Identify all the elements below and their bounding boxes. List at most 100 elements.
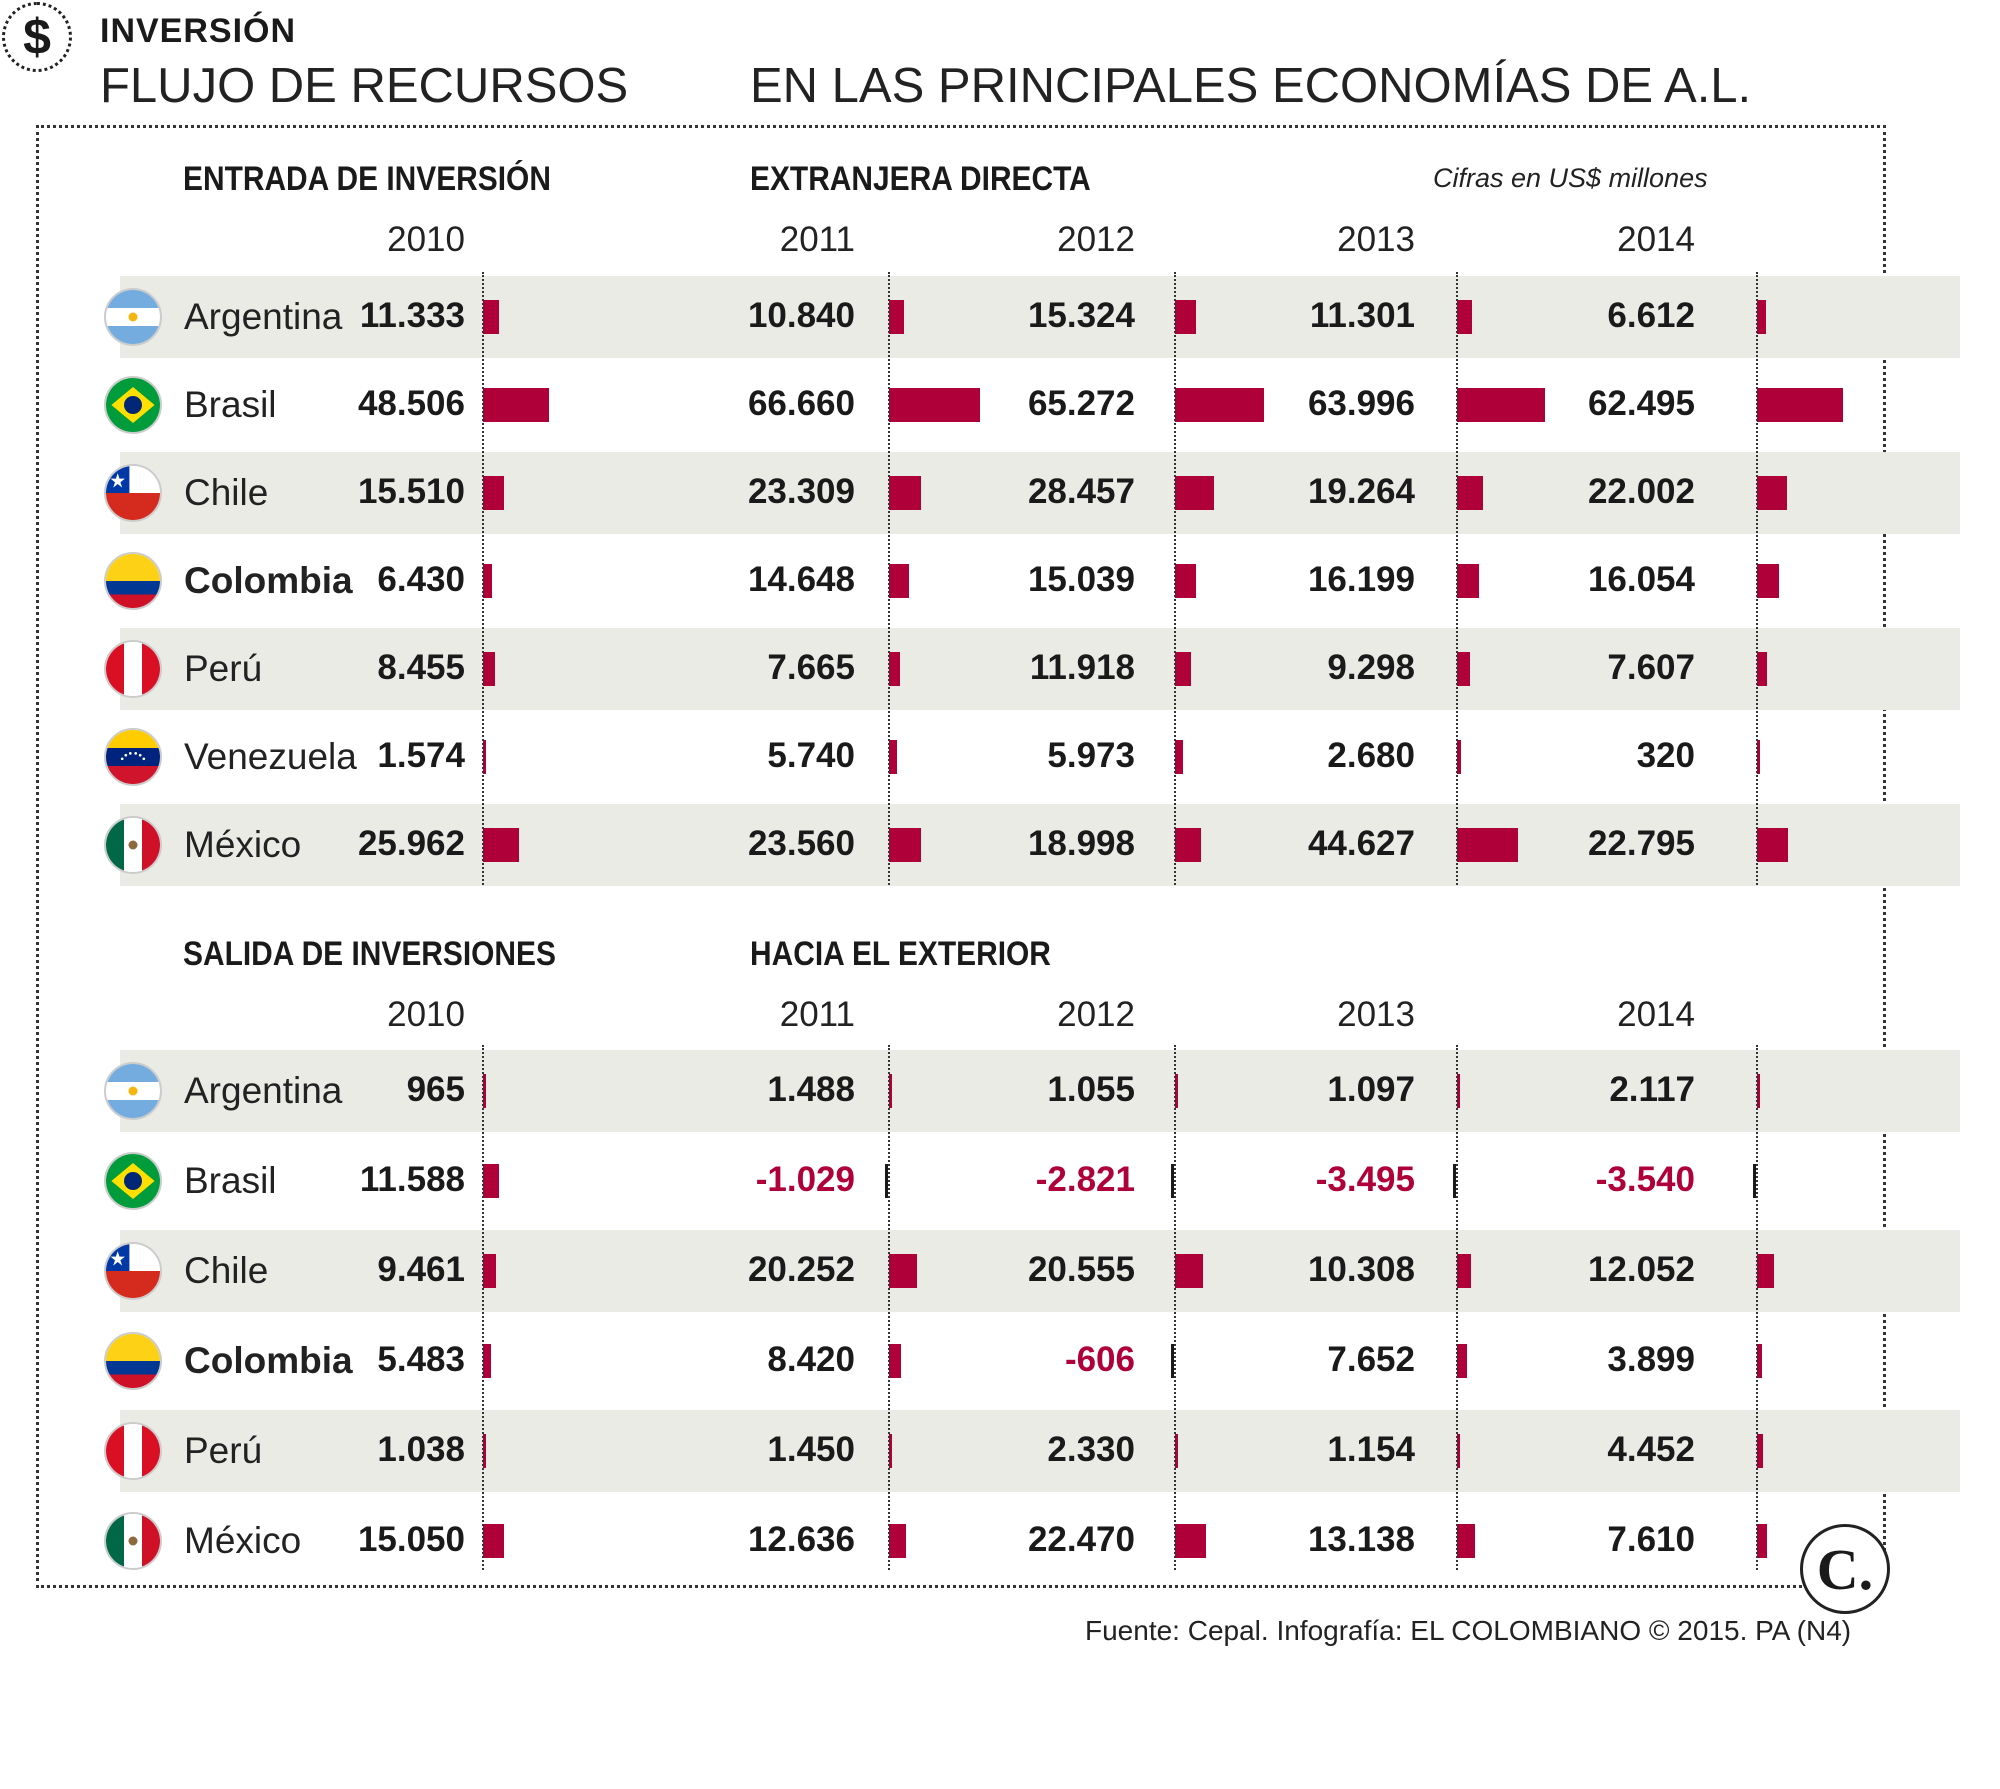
value-label: -1.029 — [755, 1160, 855, 1199]
bar — [1757, 828, 1789, 862]
colombia-flag — [104, 1332, 162, 1390]
mexico-flag — [104, 816, 162, 874]
bar — [1757, 300, 1767, 334]
bar — [1457, 828, 1519, 862]
bar — [889, 740, 897, 774]
axis-line — [888, 272, 890, 885]
bar — [889, 1344, 901, 1378]
country-label: México — [184, 1520, 302, 1561]
year-label: 2013 — [1337, 220, 1415, 259]
year-label: 2010 — [387, 995, 465, 1034]
bar — [1175, 1434, 1179, 1468]
value-label: 3.899 — [1607, 1340, 1695, 1379]
year-label: 2014 — [1617, 995, 1695, 1034]
value-label: 48.506 — [357, 384, 465, 423]
value-label: 2.330 — [1047, 1430, 1135, 1469]
axis-line — [1756, 272, 1758, 885]
mexico-flag — [104, 1512, 162, 1570]
bar — [1757, 476, 1788, 510]
bar — [889, 1524, 907, 1558]
value-label: 13.138 — [1307, 1520, 1415, 1559]
bar — [1457, 300, 1473, 334]
table-row: Argentina 11.333 10.840 15.324 11.301 6.612 — [104, 276, 1960, 358]
bar — [1175, 388, 1265, 422]
chile-flag — [104, 1242, 162, 1300]
axis-line — [1174, 1045, 1176, 1570]
value-label: 1.450 — [767, 1430, 855, 1469]
country-label: Colombia — [184, 560, 353, 601]
value-label: 1.097 — [1327, 1070, 1415, 1109]
bar — [1175, 1254, 1204, 1288]
value-label: -3.540 — [1595, 1160, 1695, 1199]
bar — [1175, 1074, 1178, 1108]
value-label: 7.607 — [1607, 648, 1695, 687]
bar — [1457, 1524, 1475, 1558]
value-label: 11.333 — [359, 296, 465, 335]
panel-title-right: EXTRANJERA DIRECTA — [750, 160, 1091, 198]
bar — [1753, 1164, 1756, 1198]
bar — [1457, 1254, 1472, 1288]
value-label: 965 — [406, 1070, 465, 1109]
peru-flag — [104, 640, 162, 698]
year-label: 2014 — [1617, 220, 1695, 259]
venezuela-flag — [104, 728, 162, 786]
value-label: 2.117 — [1609, 1070, 1695, 1109]
bar — [1171, 1164, 1174, 1198]
table-row: Colombia 6.430 14.648 15.039 16.199 16.054 — [104, 540, 1960, 622]
bar — [1175, 1524, 1206, 1558]
units-note: Cifras en US$ millones — [1433, 163, 1708, 193]
chile-flag — [104, 464, 162, 522]
bar — [889, 476, 921, 510]
value-label: 20.555 — [1027, 1250, 1135, 1289]
value-label: 7.610 — [1607, 1520, 1695, 1559]
value-label: 1.574 — [377, 736, 465, 775]
value-label: 2.680 — [1327, 736, 1415, 775]
country-label: México — [184, 824, 302, 865]
bar — [483, 388, 550, 422]
argentina-flag — [104, 1062, 162, 1120]
bar — [1757, 564, 1779, 598]
value-label: 7.665 — [767, 648, 855, 687]
table-row: Brasil 11.588 -1.029 -2.821 -3.495 -3.540 — [104, 1140, 1960, 1222]
bar — [1457, 388, 1545, 422]
value-label: 62.495 — [1587, 384, 1695, 423]
table-row: Perú 1.038 1.450 2.330 1.154 4.452 — [104, 1410, 1960, 1492]
country-label: Brasil — [184, 384, 277, 425]
value-label: 11.301 — [1309, 296, 1415, 335]
value-label: 22.002 — [1587, 472, 1695, 511]
value-label: 7.652 — [1327, 1340, 1415, 1379]
bar — [1457, 1074, 1460, 1108]
value-label: 6.612 — [1607, 296, 1695, 335]
value-label: 6.430 — [377, 560, 465, 599]
table-row: Argentina 965 1.488 1.055 1.097 2.117 — [104, 1050, 1960, 1132]
country-label: Chile — [184, 1250, 269, 1291]
bar — [1457, 740, 1461, 774]
table-row: México 15.050 12.636 22.470 13.138 7.610 — [104, 1500, 1960, 1582]
table-row: Chile 9.461 20.252 20.555 10.308 12.052 — [104, 1230, 1960, 1312]
bar — [885, 1164, 888, 1198]
value-label: 16.199 — [1307, 560, 1415, 599]
axis-line — [1456, 272, 1458, 885]
value-label: 66.660 — [747, 384, 855, 423]
year-label: 2010 — [387, 220, 465, 259]
dollar-icon: $ — [2, 2, 72, 72]
value-label: 63.996 — [1307, 384, 1415, 423]
year-label: 2011 — [779, 220, 855, 259]
bar — [889, 564, 910, 598]
bar — [483, 740, 486, 774]
bar — [1757, 652, 1768, 686]
value-label: 15.039 — [1027, 560, 1135, 599]
table-row: Venezuela 1.574 5.740 5.973 2.680 320 — [104, 716, 1960, 798]
value-label: 16.054 — [1587, 560, 1695, 599]
argentina-flag — [104, 288, 162, 346]
value-label: 28.457 — [1027, 472, 1135, 511]
panel-title-left: SALIDA DE INVERSIONES — [183, 935, 556, 973]
value-label: 8.420 — [767, 1340, 855, 1379]
value-label: 44.627 — [1307, 824, 1415, 863]
value-label: 65.272 — [1027, 384, 1135, 423]
value-label: 12.636 — [747, 1520, 855, 1559]
source-note: Fuente: Cepal. Infografía: EL COLOMBIANO… — [1085, 1615, 1852, 1646]
bar — [483, 1434, 486, 1468]
bar — [889, 388, 981, 422]
value-label: 23.560 — [747, 824, 855, 863]
